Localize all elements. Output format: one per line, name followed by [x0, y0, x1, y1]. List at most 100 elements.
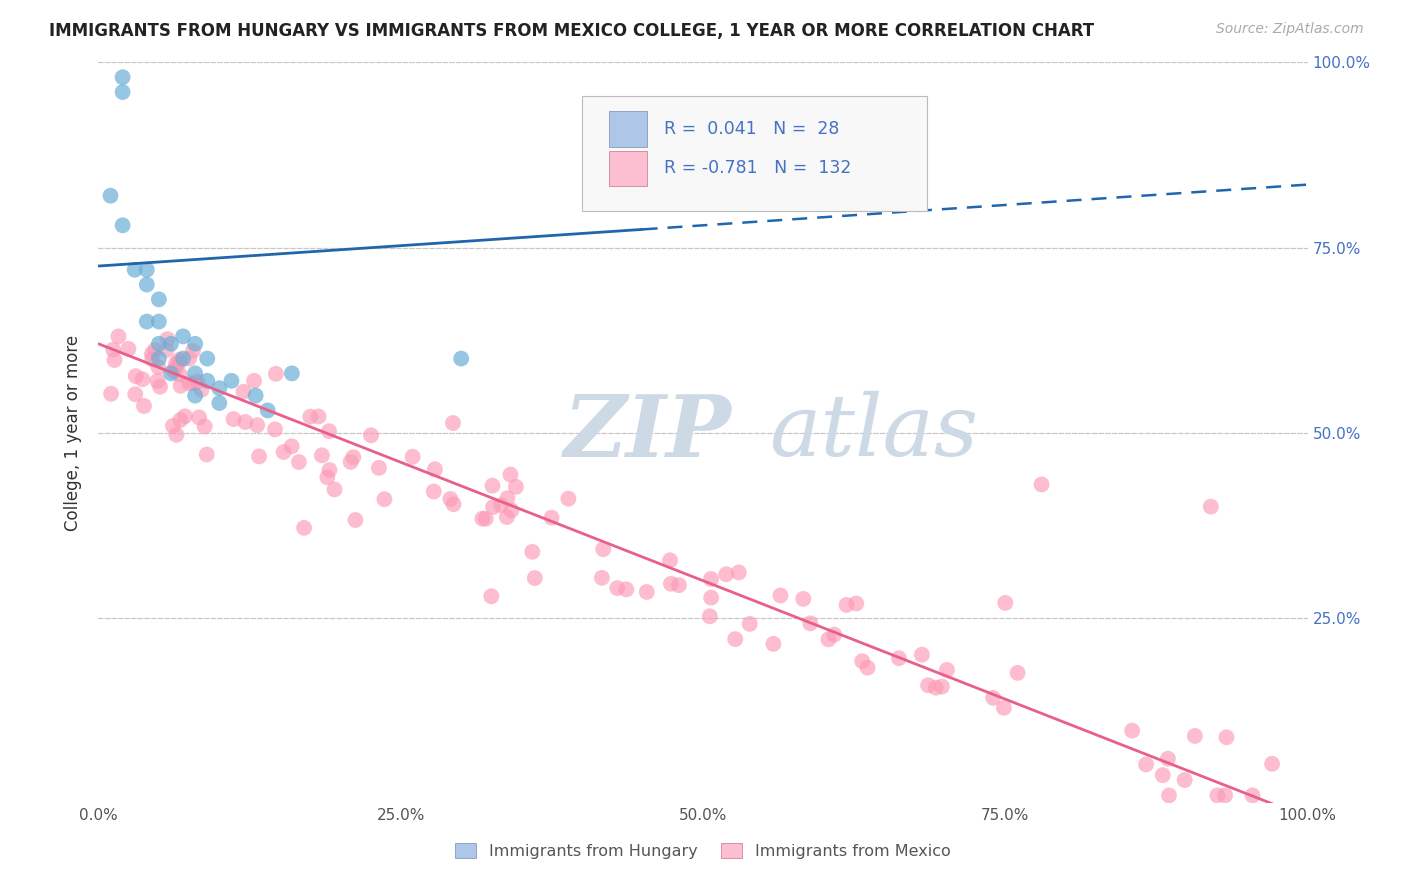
Point — [141, 352, 163, 367]
Point — [443, 497, 465, 511]
Point — [103, 353, 125, 368]
Point — [501, 503, 523, 517]
Point — [124, 262, 146, 277]
Point — [281, 367, 304, 381]
Point — [163, 364, 186, 378]
Point — [169, 368, 191, 382]
Point — [474, 512, 496, 526]
Point — [162, 418, 184, 433]
Point — [496, 510, 519, 524]
Point — [308, 409, 330, 424]
Point — [441, 416, 464, 430]
Point — [100, 386, 122, 401]
Point — [292, 521, 315, 535]
Point — [179, 351, 201, 366]
Point — [184, 367, 207, 381]
Point — [174, 409, 197, 424]
Point — [505, 480, 527, 494]
Point — [1121, 723, 1143, 738]
Point — [1199, 500, 1222, 514]
Point — [422, 484, 444, 499]
Point — [156, 332, 179, 346]
Point — [1174, 772, 1197, 787]
Point — [316, 470, 339, 484]
Point — [233, 415, 256, 429]
Point — [471, 511, 494, 525]
Point — [125, 369, 148, 384]
Point — [148, 351, 170, 366]
Point — [1184, 729, 1206, 743]
Point — [917, 678, 939, 692]
Point — [994, 596, 1017, 610]
Point — [107, 329, 129, 343]
Point — [208, 381, 231, 395]
Point — [111, 219, 134, 233]
Point — [1215, 731, 1237, 745]
Point — [614, 582, 637, 597]
Text: Source: ZipAtlas.com: Source: ZipAtlas.com — [1216, 22, 1364, 37]
Point — [823, 627, 845, 641]
Point — [856, 660, 879, 674]
Legend: Immigrants from Hungary, Immigrants from Mexico: Immigrants from Hungary, Immigrants from… — [449, 837, 957, 865]
Point — [1241, 789, 1264, 803]
Text: atlas: atlas — [769, 392, 979, 474]
Point — [135, 314, 157, 328]
Text: ZIP: ZIP — [564, 391, 731, 475]
Point — [169, 352, 191, 367]
Point — [167, 356, 190, 370]
Point — [195, 351, 218, 366]
Point — [131, 372, 153, 386]
Point — [360, 428, 382, 442]
Point — [155, 343, 177, 357]
Point — [232, 384, 254, 399]
Point — [700, 572, 723, 586]
Point — [160, 367, 183, 381]
Point — [208, 396, 231, 410]
Point — [1157, 752, 1180, 766]
Point — [247, 450, 270, 464]
Point — [344, 513, 367, 527]
Point — [727, 566, 749, 580]
Point — [911, 648, 934, 662]
Point — [887, 651, 910, 665]
Point — [659, 576, 682, 591]
Point — [339, 455, 361, 469]
Point — [318, 424, 340, 438]
Point — [288, 455, 311, 469]
Point — [135, 277, 157, 292]
Point — [931, 680, 953, 694]
Point — [342, 450, 364, 465]
Point — [668, 578, 690, 592]
Point — [222, 412, 245, 426]
Point — [845, 597, 868, 611]
Point — [1157, 789, 1180, 803]
Point — [1007, 665, 1029, 680]
Point — [700, 591, 723, 605]
Point — [148, 293, 170, 307]
Point — [1031, 477, 1053, 491]
Point — [184, 388, 207, 402]
Point — [264, 367, 287, 381]
Point — [481, 478, 503, 492]
Point — [148, 314, 170, 328]
FancyBboxPatch shape — [609, 112, 647, 147]
Point — [132, 399, 155, 413]
FancyBboxPatch shape — [582, 95, 927, 211]
Point — [160, 336, 183, 351]
Point — [479, 589, 502, 603]
Point — [1152, 768, 1174, 782]
Point — [273, 445, 295, 459]
Point — [169, 413, 191, 427]
Point — [195, 448, 218, 462]
Point — [925, 681, 948, 695]
Y-axis label: College, 1 year or more: College, 1 year or more — [65, 334, 83, 531]
Point — [373, 492, 395, 507]
Point — [124, 387, 146, 401]
Point — [540, 510, 562, 524]
Point — [299, 409, 322, 424]
Point — [799, 616, 821, 631]
FancyBboxPatch shape — [609, 151, 647, 186]
Point — [117, 342, 139, 356]
Point — [172, 351, 194, 366]
Point — [190, 383, 212, 397]
